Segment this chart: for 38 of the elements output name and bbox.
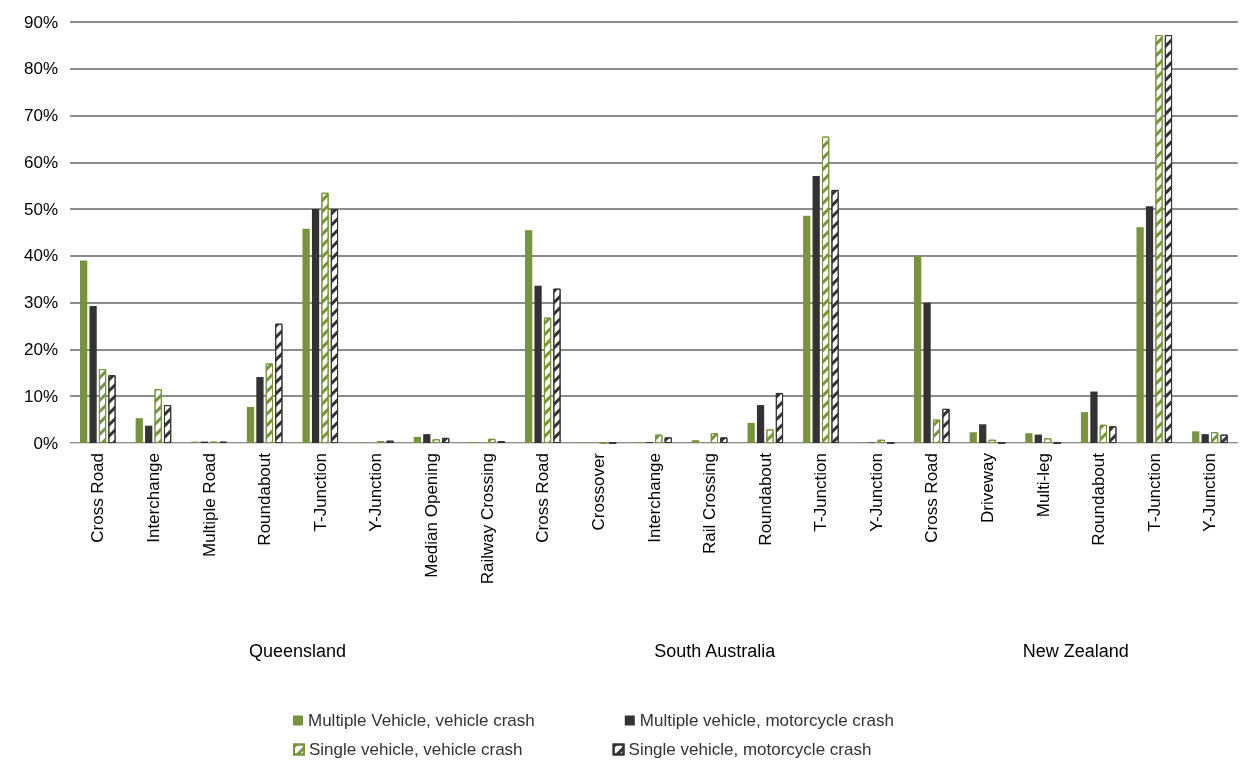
y-tick-label: 40% xyxy=(23,246,58,266)
y-tick-label: 0% xyxy=(33,433,58,453)
x-tick-label: T-Junction xyxy=(1145,453,1165,532)
legend-label: Single vehicle, motorcycle crash xyxy=(628,740,872,759)
x-tick-label: T-Junction xyxy=(811,453,831,532)
text: Queensland xyxy=(248,641,347,661)
x-tick-label: T-Junction xyxy=(310,453,330,532)
y-tick-label: 30% xyxy=(23,293,58,313)
x-tick-label: Roundabout xyxy=(755,452,775,546)
x-tick-label: Cross Road xyxy=(88,453,108,543)
x-tick-label: Crossover xyxy=(588,452,608,531)
x-tick-label: Y-Junction xyxy=(366,453,386,532)
x-tick-label: Median Opening xyxy=(422,453,442,578)
x-tick-label: Y-Junction xyxy=(866,453,886,532)
y-tick-label: 70% xyxy=(23,106,58,126)
x-tick-label: Roundabout xyxy=(1089,452,1109,546)
text: New Zealand xyxy=(1023,641,1130,661)
y-tick-label: 20% xyxy=(23,339,58,359)
x-tick-label: Driveway xyxy=(978,452,998,523)
x-tick-label: Rail Crossing xyxy=(700,453,720,555)
x-tick-label: Y-Junction xyxy=(1200,453,1220,532)
x-tick-label: Multi-leg xyxy=(1033,453,1053,518)
y-tick-label: 10% xyxy=(23,386,58,406)
y-tick-label: 80% xyxy=(23,59,58,79)
y-tick-label: 60% xyxy=(23,152,58,172)
x-tick-label: Cross Road xyxy=(922,453,942,543)
x-tick-label: Multiple Road xyxy=(199,453,219,557)
legend-label: Single vehicle, vehicle crash xyxy=(309,740,523,759)
x-tick-label: Cross Road xyxy=(533,453,553,543)
x-tick-label: Roundabout xyxy=(255,452,275,546)
text: South Australia xyxy=(654,641,777,661)
x-tick-label: Interchange xyxy=(644,453,664,543)
legend-label: Multiple Vehicle, vehicle crash xyxy=(308,711,535,730)
y-tick-label: 50% xyxy=(23,199,58,219)
legend-label: Multiple vehicle, motorcycle crash xyxy=(639,711,894,730)
y-tick-label: 90% xyxy=(23,12,58,32)
x-tick-label: Interchange xyxy=(143,453,163,543)
x-tick-label: Railway Crossing xyxy=(477,453,497,585)
